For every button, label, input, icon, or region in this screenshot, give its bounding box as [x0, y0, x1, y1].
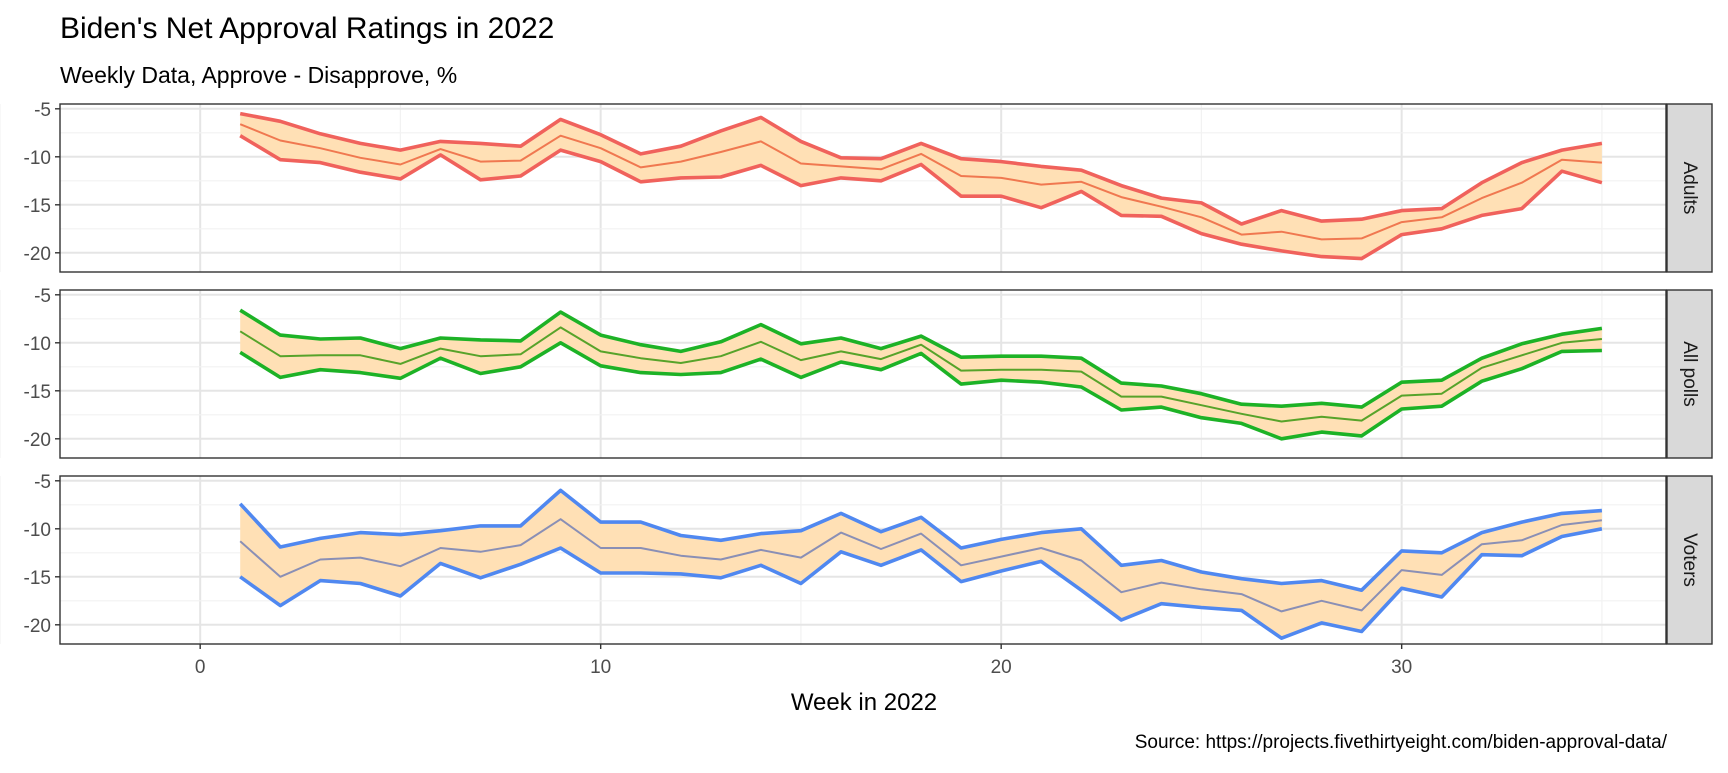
series-line-upper [238, 488, 1603, 592]
facet-strip [1666, 289, 1713, 459]
facet-strip [1666, 103, 1713, 273]
y-tick-label: -20 [24, 244, 51, 265]
y-tick-label: -20 [24, 616, 51, 637]
series-line-lower [239, 341, 1602, 441]
y-tick-label: -10 [24, 334, 51, 355]
facet-strip [1666, 475, 1713, 645]
ribbon-band [240, 113, 1602, 259]
ribbon-band [240, 310, 1602, 439]
panel-border [59, 475, 1667, 645]
y-tick-label: -5 [34, 286, 51, 307]
panel-all-polls: -5 -10 -15 -20 All polls [0, 286, 1713, 459]
series-line-middle [239, 123, 1602, 241]
series-line-middle [239, 518, 1603, 613]
chart-title: Biden's Net Approval Ratings in 2022 [60, 12, 554, 45]
y-tick-label: -5 [34, 100, 51, 121]
x-axis: 0 10 20 30 [195, 644, 1412, 678]
x-tick-label: 10 [590, 657, 611, 678]
series-line-upper [239, 308, 1603, 409]
panel-adults: -5 -10 -15 -20 Adults [0, 100, 1713, 273]
y-tick-label: -5 [34, 472, 51, 493]
y-tick-label: -15 [24, 196, 51, 217]
x-axis-title: Week in 2022 [791, 689, 937, 716]
series-line-middle [239, 326, 1602, 423]
x-tick-label: 20 [991, 657, 1012, 678]
chart-subtitle: Weekly Data, Approve - Disapprove, % [60, 62, 457, 88]
panel-border [59, 103, 1667, 273]
y-tick-label: -15 [24, 382, 51, 403]
x-tick-label: 30 [1391, 657, 1412, 678]
y-tick-label: -10 [24, 148, 51, 169]
series-line-lower [239, 527, 1603, 640]
x-tick-label: 0 [195, 657, 206, 678]
y-tick-label: -10 [24, 520, 51, 541]
facet-strip-label: Voters [1679, 533, 1700, 587]
series-line-upper [239, 111, 1603, 226]
facet-strip-label: Adults [1679, 162, 1700, 215]
facet-strip-label: All polls [1679, 341, 1700, 406]
y-axis: -5 -10 -15 -20 [24, 472, 60, 637]
panel-voters: -5 -10 -15 -20 Voters [0, 472, 1713, 645]
series-line-lower [239, 134, 1603, 261]
y-axis: -5 -10 -15 -20 [24, 100, 60, 265]
y-tick-label: -15 [24, 568, 51, 589]
ribbon-band [240, 490, 1602, 639]
y-tick-label: -20 [24, 430, 51, 451]
panel-border [59, 289, 1667, 459]
y-axis: -5 -10 -15 -20 [24, 286, 60, 451]
chart-caption: Source: https://projects.fivethirtyeight… [1135, 732, 1668, 753]
